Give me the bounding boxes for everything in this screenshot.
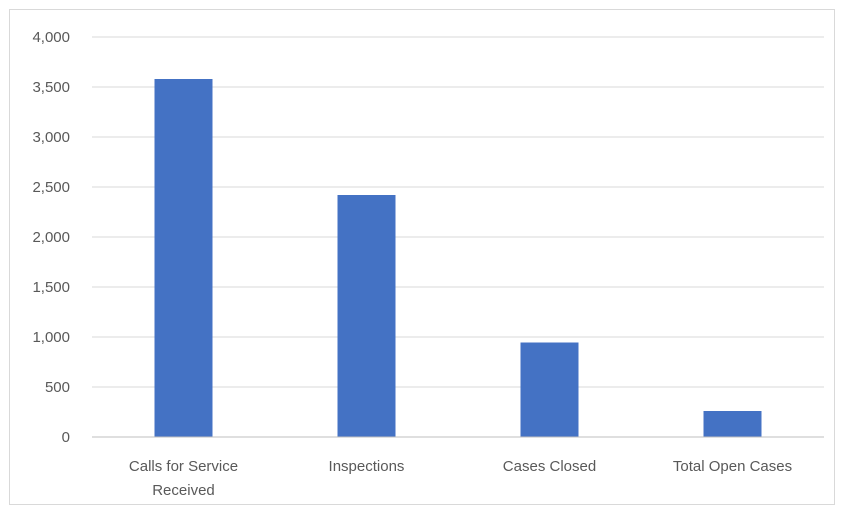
y-tick-label: 1,500 — [32, 279, 70, 296]
y-tick-label: 3,000 — [32, 129, 70, 146]
bar-3 — [703, 411, 762, 437]
y-tick-label: 2,500 — [32, 179, 70, 196]
y-tick-label: 3,500 — [32, 79, 70, 96]
x-tick-label: Inspections — [329, 458, 405, 475]
y-tick-label: 1,000 — [32, 329, 70, 346]
bar-0 — [154, 79, 213, 437]
x-tick-label: Cases Closed — [503, 458, 596, 475]
y-tick-label: 4,000 — [32, 29, 70, 46]
chart-frame — [9, 9, 835, 505]
x-tick-label: Total Open Cases — [673, 458, 792, 475]
y-tick-label: 500 — [45, 379, 70, 396]
y-tick-label: 0 — [62, 429, 70, 446]
x-tick-label: Received — [152, 482, 215, 499]
x-tick-label: Calls for Service — [129, 458, 238, 475]
bar-1 — [337, 195, 396, 437]
bar-2 — [520, 342, 579, 437]
y-tick-label: 2,000 — [32, 229, 70, 246]
